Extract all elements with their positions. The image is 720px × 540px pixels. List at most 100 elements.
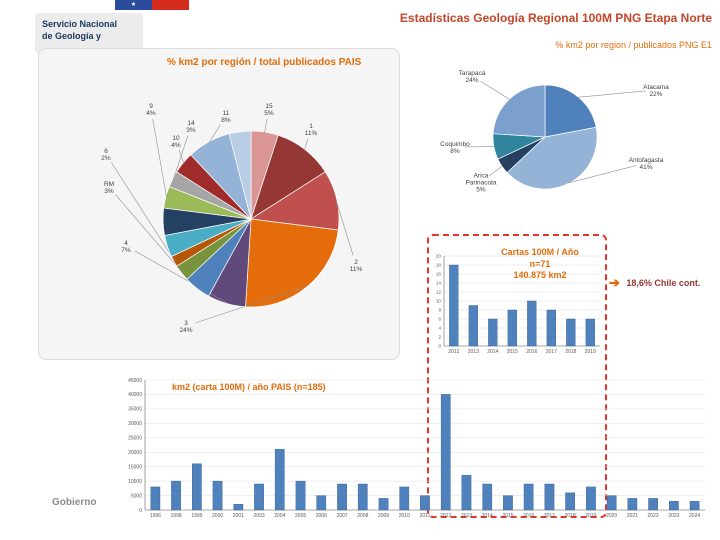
x-tick-label: 1999 [191,513,202,519]
bar [295,480,306,511]
y-tick-label: 20000 [128,450,142,456]
x-tick-label: 2010 [399,513,410,519]
pie-slice [245,218,339,308]
y-tick-label: 0 [438,344,441,349]
y-tick-label: 16 [436,272,442,277]
bar [565,492,576,511]
bar [586,486,596,511]
y-tick-label: 8 [438,308,441,313]
pie-label-leader [335,199,354,256]
cartas-ano-title-line3: 140.875 km2 [513,270,567,281]
bar [420,495,430,511]
pie-label-leader [134,250,227,303]
bar [523,483,534,511]
pie-slice [492,84,546,138]
pie-label-leader [568,165,637,184]
y-tick-label: 4 [438,326,441,331]
bar [627,498,638,511]
bar [212,480,223,511]
km2-pais-chart: 0 5000 10000 15000 20000 25000 30000 35000 40000… [128,378,705,519]
bar [482,483,493,511]
x-tick-label: 2000 [212,513,223,519]
bar [316,495,327,511]
pie-png-title: % km2 por region / publicados PNG E1 [555,40,712,50]
logo-line1: Servicio Nacional [42,19,118,29]
x-tick-label: 2014 [487,349,498,355]
pie-label: Antofagasta 41% [629,157,664,171]
x-tick-label: 1996 [150,513,161,519]
x-tick-label: 2012 [440,513,451,519]
x-tick-label: 2020 [606,513,617,519]
y-tick-label: 2 [438,335,441,340]
y-tick-label: 5000 [131,493,142,499]
y-tick-label: 45000 [128,378,142,384]
pie-label: 1 11% [305,123,318,137]
pie-label: Arica Parinacota 5% [465,172,496,193]
x-tick-label: 2016 [526,349,537,355]
bar [527,300,537,347]
bar [488,318,498,347]
x-tick-label: 2008 [357,513,368,519]
y-tick-label: 10 [436,299,442,304]
x-tick-label: 2001 [233,513,244,519]
pie-label-leader [488,165,503,177]
pie-slice [228,130,252,220]
pie-label: RM 3% [104,181,114,195]
bar [507,309,517,347]
bar [606,495,617,511]
x-tick-label: 2005 [295,513,306,519]
cartas-ano-chart: 0 2 4 6 8 10 12 14 16 18 20 2012 2013 2014 2015 2016 201… [436,254,600,355]
bar [689,501,700,511]
annotation-text: 18,6% Chile cont. [626,277,701,288]
bar [669,501,679,511]
x-tick-label: 2019 [585,513,596,519]
pie-label: 3 24% [179,320,192,334]
pie-label-leader [304,138,309,151]
pie-label: 14 3% [186,120,196,134]
x-tick-label: 2017 [544,513,555,519]
pie-label: Tarapacá 24% [459,70,486,84]
y-tick-label: 14 [436,281,442,286]
pie-label: 11 8% [221,110,231,124]
x-tick-label: 2007 [336,513,347,519]
pie-pais-title: % km2 por región / total publicados PAIS [167,57,362,68]
pie-label: 6 2% [101,148,111,162]
pie-label: 10 4% [171,135,181,149]
x-tick-label: 2003 [254,513,265,519]
bar [191,463,202,511]
bar [150,486,161,511]
pie-pais-chart: 15 5% 1 11% 2 11% 3 24% 4 7% RM 3% 6 2% 9 4% 14 3% 10 4% 11 8… [101,103,362,334]
y-tick-label: 18 [436,263,442,268]
x-tick-label: 2019 [585,349,596,355]
cartas-ano-title-line2: n=71 [529,258,551,269]
x-tick-label: 2013 [461,513,472,519]
gobierno-logo-text: Gobierno [52,497,97,508]
x-tick-label: 2015 [507,349,518,355]
bar [449,264,459,347]
slide-title: Estadísticas Geología Regional 100M PNG … [399,11,712,25]
x-tick-label: 2015 [502,513,513,519]
pie-label-leader [577,90,647,98]
x-tick-label: 2013 [468,349,479,355]
pie-label: Atacama 22% [643,84,669,98]
pie-slice [544,84,597,138]
arrow-icon: ➔ [609,274,620,290]
x-tick-label: 2024 [689,513,700,519]
bar [399,486,410,511]
cartas-ano-title-line1: Cartas 100M / Año [501,247,579,257]
x-tick-label: 2021 [627,513,638,519]
x-tick-label: 1998 [171,513,182,519]
x-tick-label: 2012 [448,349,459,355]
x-tick-label: 2011 [420,513,431,519]
pie-label-leader [115,194,183,273]
logo-line2: de Geología y [42,30,102,41]
pie-label: Coquimbo 8% [440,141,470,155]
pie-label: 15 5% [264,103,274,117]
bar [585,318,595,347]
bar [171,480,181,511]
x-tick-label: 2023 [668,513,679,519]
bar [440,394,451,511]
bar [546,309,556,347]
pie-pais-panel: % km2 por región / total publicados PAIS… [38,48,400,360]
